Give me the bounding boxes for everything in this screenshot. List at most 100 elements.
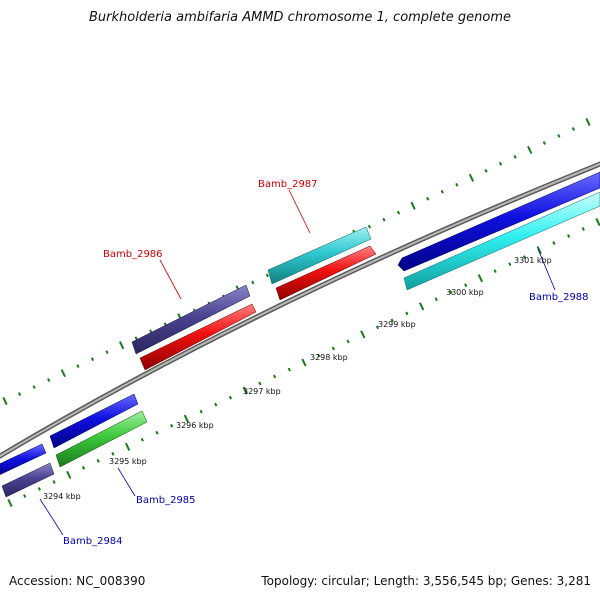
outer-ruler-tick	[265, 273, 269, 278]
outer-ruler-tick	[542, 141, 546, 145]
leader-line-bamb-2986	[159, 259, 182, 300]
gene-arrow-bamb-2984	[1, 462, 55, 498]
inner-ruler-tick	[390, 318, 394, 323]
kbp-label-3296: 3296 kbp	[176, 421, 214, 430]
gene-arrow-cyan	[403, 191, 600, 291]
outer-ruler-tick	[440, 189, 444, 194]
inner-ruler-tick	[258, 381, 262, 386]
outer-ruler-tick	[527, 145, 533, 154]
outer-ruler-tick	[468, 173, 475, 182]
gene-arrow-bamb-2986	[131, 284, 251, 355]
inner-ruler-tick	[493, 269, 497, 274]
inner-ruler-tick	[301, 358, 307, 367]
inner-ruler-tick	[434, 297, 438, 302]
inner-ruler-tick	[52, 480, 56, 484]
inner-ruler-tick	[464, 283, 468, 288]
outer-ruler-tick	[60, 369, 66, 378]
leader-line-bamb-2984	[39, 498, 64, 536]
outer-ruler-tick	[47, 378, 51, 382]
kbp-label-3294: 3294 kbp	[43, 492, 81, 501]
inner-ruler-tick	[566, 234, 571, 238]
inner-ruler-tick	[405, 311, 409, 316]
inner-ruler-tick	[96, 458, 100, 463]
genome-summary-text: Topology: circular; Length: 3,556,545 bp…	[261, 574, 591, 588]
kbp-label-3297: 3297 kbp	[243, 387, 281, 396]
inner-ruler-tick	[287, 367, 291, 372]
outer-ruler-tick	[557, 134, 561, 138]
inner-ruler-tick	[595, 217, 600, 227]
inner-ruler-tick	[581, 227, 585, 231]
outer-ruler-tick	[118, 341, 125, 350]
inner-ruler-tick	[317, 353, 321, 358]
outer-ruler-tick	[498, 161, 503, 166]
gene-arrow-red-right	[275, 245, 377, 301]
outer-ruler-tick	[585, 117, 591, 127]
gene-label-bamb-2986[interactable]: Bamb_2986	[103, 249, 163, 260]
outer-ruler-tick	[410, 201, 416, 210]
inner-ruler-tick	[449, 290, 453, 295]
outer-ruler-tick	[105, 350, 109, 355]
gene-arrow-blue-left	[0, 443, 47, 475]
inner-ruler-tick	[228, 395, 233, 400]
inner-tick-ruler	[7, 217, 600, 508]
gene-arrow-bamb-2987	[267, 226, 372, 285]
inner-ruler-tick	[7, 498, 13, 508]
outer-ruler-tick	[2, 396, 8, 406]
gene-label-bamb-2984[interactable]: Bamb_2984	[63, 536, 123, 547]
accession-text: Accession: NC_008390	[9, 574, 146, 588]
inner-ruler-tick	[375, 325, 380, 330]
inner-ruler-tick	[183, 414, 190, 423]
outer-ruler-tick	[90, 357, 95, 362]
gene-label-bamb-2985[interactable]: Bamb_2985	[136, 495, 196, 506]
outer-ruler-tick	[251, 280, 255, 285]
outer-ruler-tick	[396, 210, 401, 215]
inner-ruler-tick	[111, 451, 115, 456]
kbp-label-3299: 3299 kbp	[378, 320, 416, 329]
outer-ruler-tick	[571, 127, 576, 131]
inner-ruler-tick	[331, 346, 336, 351]
outer-ruler-tick	[426, 196, 430, 201]
inner-ruler-tick	[508, 262, 512, 267]
inner-ruler-tick	[214, 402, 218, 407]
inner-ruler-tick	[124, 442, 131, 451]
gene-arrow-bamb-2988	[397, 171, 600, 272]
inner-ruler-tick	[155, 430, 159, 435]
inner-ruler-tick	[23, 494, 27, 498]
inner-ruler-tick	[346, 339, 350, 344]
outer-ruler-tick	[513, 154, 517, 159]
map-title: Burkholderia ambifaria AMMD chromosome 1…	[88, 10, 512, 25]
outer-ruler-tick	[17, 392, 22, 396]
outer-ruler-tick	[455, 182, 459, 187]
outer-ruler-tick	[382, 217, 386, 222]
inner-ruler-tick	[242, 386, 248, 395]
outer-ruler-tick	[134, 336, 138, 341]
inner-ruler-tick	[272, 374, 277, 379]
outer-ruler-tick	[367, 224, 372, 229]
inner-ruler-tick	[360, 330, 366, 339]
inner-ruler-tick	[199, 409, 203, 414]
inner-ruler-tick	[536, 246, 542, 255]
inner-ruler-tick	[170, 423, 174, 428]
gene-arrow-red-left	[139, 303, 257, 371]
gene-label-bamb-2988[interactable]: Bamb_2988	[529, 292, 589, 303]
inner-ruler-tick	[477, 274, 484, 283]
inner-ruler-tick	[37, 487, 42, 491]
inner-ruler-tick	[418, 302, 425, 311]
leader-line-bamb-2987	[288, 189, 311, 234]
kbp-label-3295: 3295 kbp	[109, 457, 147, 466]
gene-arrow-bamb-2985-upper	[49, 393, 139, 449]
outer-ruler-tick	[32, 385, 36, 389]
kbp-label-3298: 3298 kbp	[310, 353, 348, 362]
kbp-label-3300: 3300 kbp	[446, 288, 484, 297]
gene-label-bamb-2987[interactable]: Bamb_2987	[258, 179, 318, 190]
kbp-label-3301: 3301 kbp	[514, 256, 552, 265]
gene-arrow-bamb-2985	[55, 410, 148, 468]
inner-ruler-tick	[552, 241, 556, 245]
chromosome-backbone-highlight	[0, 162, 600, 458]
leader-line-bamb-2988	[537, 248, 556, 291]
outer-ruler-tick	[76, 364, 80, 369]
outer-ruler-tick	[484, 168, 488, 173]
inner-ruler-tick	[81, 465, 86, 470]
inner-ruler-tick	[66, 470, 72, 479]
